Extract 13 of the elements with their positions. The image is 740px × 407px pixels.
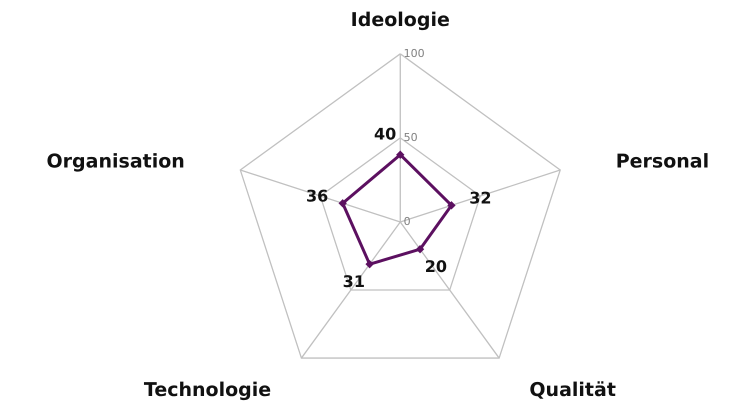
data-label: 36 — [306, 186, 328, 206]
spoke-label: Technologie — [144, 379, 272, 402]
y-tick-label: 0 — [404, 215, 411, 228]
spoke-label: Ideologie — [350, 9, 450, 32]
data-label: 32 — [469, 188, 492, 208]
data-label: 31 — [342, 272, 365, 291]
y-tick-label: 100 — [404, 46, 425, 60]
data-label: 40 — [374, 124, 396, 144]
data-label: 20 — [424, 256, 447, 276]
y-tick-label: 50 — [404, 130, 418, 144]
spoke-label: Personal — [616, 150, 710, 173]
spoke-label: Qualität — [529, 379, 616, 402]
spoke-label: Organisation — [46, 150, 185, 173]
